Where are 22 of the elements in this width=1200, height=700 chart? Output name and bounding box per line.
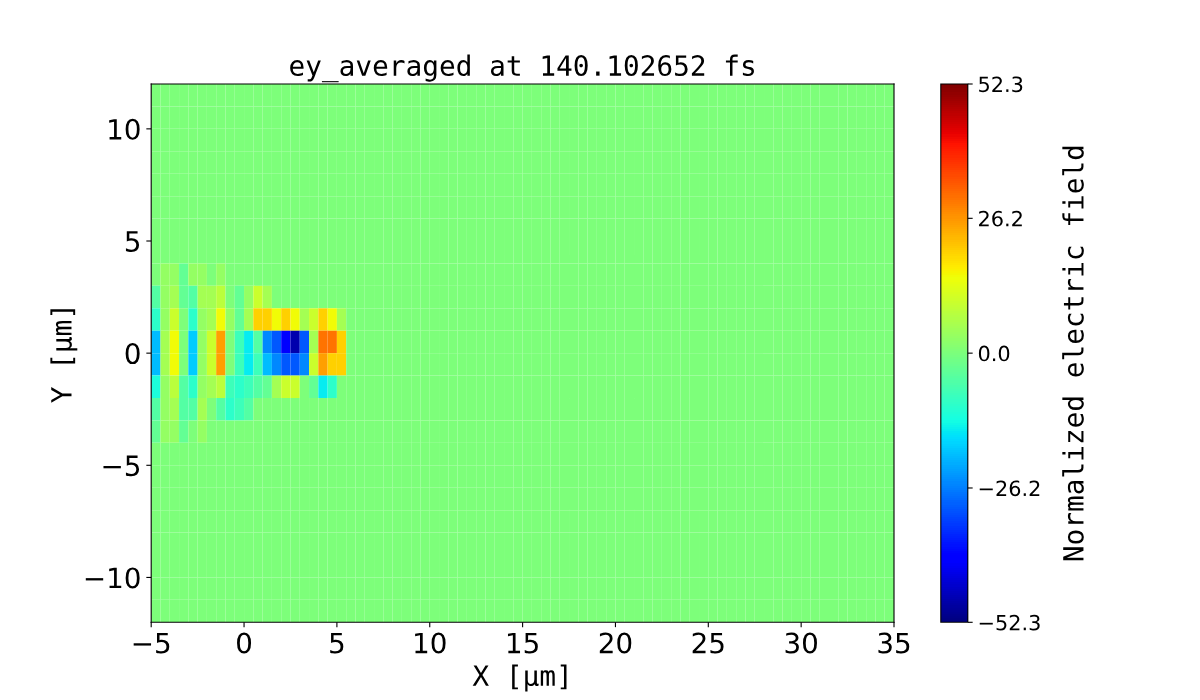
x-tick-label: 35 — [878, 632, 910, 654]
color-bar-label: −26.2 — [979, 480, 1040, 497]
x-tick-label: 0 — [237, 632, 252, 654]
color-bar-label: 0.0 — [978, 345, 1010, 362]
x-tick-label: 5 — [330, 632, 344, 654]
y-axis-title: Y [μm] — [50, 309, 78, 403]
y-tick-label: −5 — [103, 455, 140, 477]
x-tick-label: 20 — [599, 632, 632, 654]
y-tick-label: −10 — [85, 567, 140, 589]
color-bar-label: −52.3 — [979, 614, 1040, 631]
y-tick-label: 0 — [125, 343, 140, 365]
x-tick-label: 10 — [415, 632, 446, 654]
y-tick-label: 10 — [109, 118, 140, 140]
chart-title: ey_averaged at 140.102652 fs — [290, 54, 754, 83]
color-bar-title: Normalized electric field — [1062, 146, 1084, 561]
x-tick-label: 15 — [507, 632, 538, 654]
color-bar-label: 26.2 — [979, 210, 1022, 227]
color-bar-label: 52.3 — [979, 76, 1023, 93]
x-tick-label: 30 — [785, 632, 817, 654]
x-axis-title: X [μm] — [472, 664, 567, 692]
x-tick-label: 25 — [692, 632, 724, 654]
y-tick-label: 5 — [125, 231, 140, 252]
